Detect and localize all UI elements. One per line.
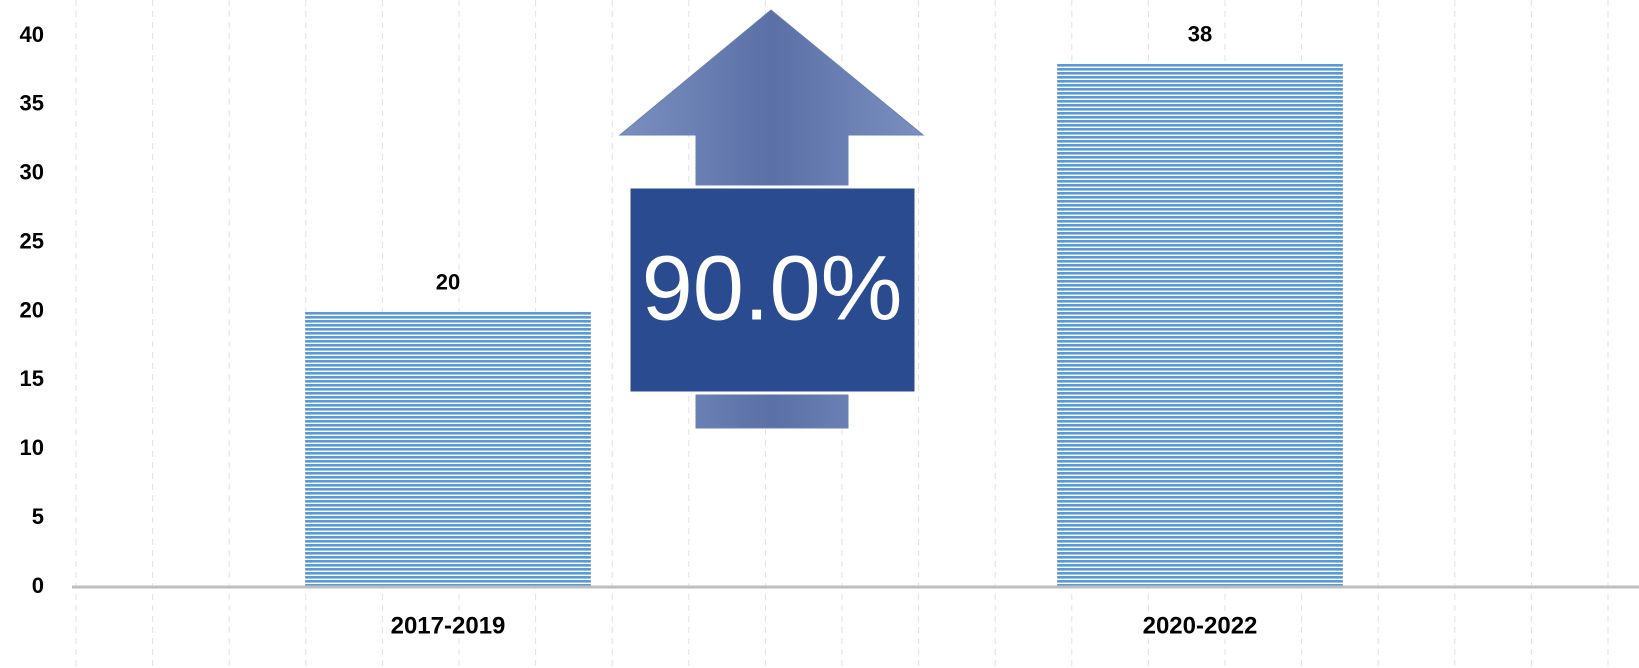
y-tick-label: 40	[20, 22, 44, 47]
bar	[1057, 63, 1343, 588]
y-tick-label: 35	[20, 91, 44, 116]
bars	[305, 63, 1343, 588]
x-tick-label: 2020-2022	[1143, 612, 1258, 639]
data-label: 38	[1188, 21, 1212, 46]
y-tick-label: 20	[20, 297, 44, 322]
annotation: 90.0%	[642, 237, 903, 339]
y-tick-label: 10	[20, 435, 44, 460]
y-tick-label: 0	[32, 573, 44, 598]
x-tick-label: 2017-2019	[391, 612, 506, 639]
data-label: 20	[436, 269, 460, 294]
y-tick-label: 25	[20, 228, 44, 253]
annotation-box	[627, 185, 918, 395]
increase-arrow: 90.0%	[618, 9, 925, 429]
y-tick-label: 15	[20, 366, 44, 391]
y-tick-label: 30	[20, 160, 44, 185]
bar	[305, 311, 591, 587]
y-tick-label: 5	[32, 504, 44, 529]
